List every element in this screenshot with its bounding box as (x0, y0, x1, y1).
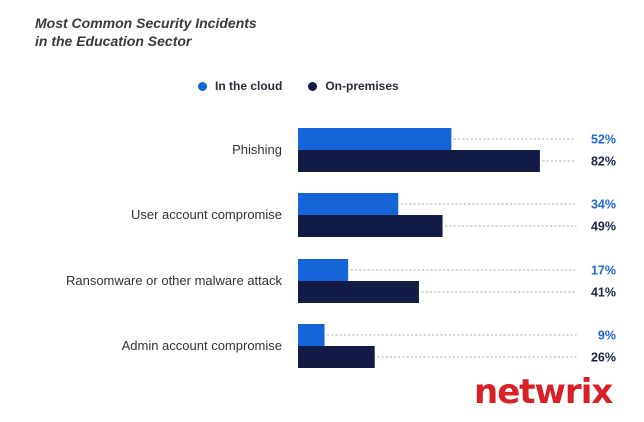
legend-item-onprem: On-premises (308, 79, 399, 93)
category-label-ransomware-or-other-malware-attack: Ransomware or other malware attack (66, 273, 283, 288)
legend-swatch-onprem (308, 81, 318, 91)
value-label-onprem-admin-account-compromise: 26% (591, 351, 616, 365)
legend-label-onprem: On-premises (325, 79, 399, 93)
chart-title-line-1: Most Common Security Incidents (35, 15, 257, 31)
netwrix-logo: netwrix (474, 372, 613, 412)
legend-item-cloud: In the cloud (198, 79, 282, 93)
bar-cloud-user-account-compromise (298, 193, 399, 215)
bar-onprem-ransomware-or-other-malware-attack (298, 281, 419, 303)
category-label-user-account-compromise: User account compromise (131, 207, 282, 222)
bar-onprem-admin-account-compromise (298, 346, 375, 368)
value-label-onprem-ransomware-or-other-malware-attack: 41% (591, 286, 616, 300)
legend: In the cloud On-premises (198, 79, 425, 93)
legend-label-cloud: In the cloud (215, 79, 283, 93)
chart-title-line-2: in the Education Sector (35, 33, 192, 49)
value-label-cloud-admin-account-compromise: 9% (598, 329, 616, 343)
chart-title: Most Common Security Incidents in the Ed… (35, 14, 257, 50)
bar-cloud-phishing (298, 128, 452, 150)
bar-onprem-phishing (298, 150, 540, 172)
value-label-onprem-user-account-compromise: 49% (591, 220, 616, 234)
legend-swatch-cloud (198, 81, 207, 91)
bar-cloud-admin-account-compromise (298, 324, 325, 346)
category-label-admin-account-compromise: Admin account compromise (122, 338, 282, 353)
bar-onprem-user-account-compromise (298, 215, 443, 237)
value-label-onprem-phishing: 82% (591, 155, 616, 169)
value-label-cloud-phishing: 52% (591, 133, 616, 147)
value-label-cloud-ransomware-or-other-malware-attack: 17% (591, 264, 616, 278)
bar-cloud-ransomware-or-other-malware-attack (298, 259, 349, 281)
value-label-cloud-user-account-compromise: 34% (591, 198, 616, 212)
category-label-phishing: Phishing (232, 142, 282, 157)
